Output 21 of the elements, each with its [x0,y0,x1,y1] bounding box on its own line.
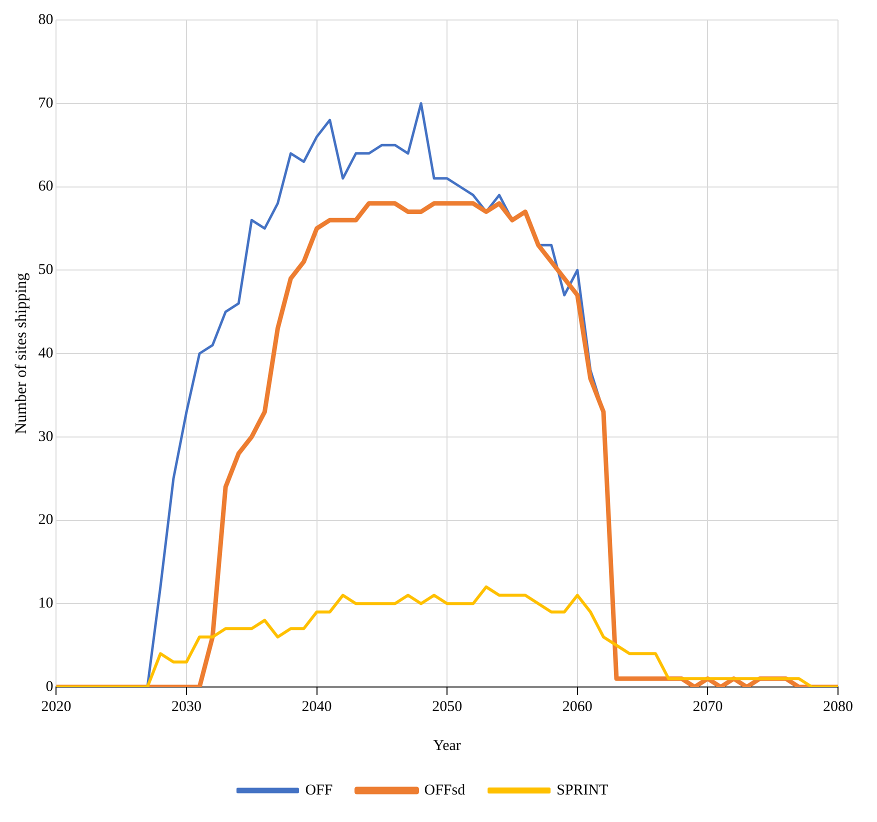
x-tick-label: 2020 [41,698,72,715]
y-tick-label: 0 [46,678,54,695]
x-tick-label: 2070 [692,698,723,715]
x-tick-label: 2030 [172,698,202,715]
x-axis-title: Year [433,738,461,754]
y-tick-label: 70 [38,95,54,112]
y-tick-label: 80 [38,12,54,28]
x-tick-label: 2040 [302,698,332,715]
x-tick-label: 2080 [823,698,853,715]
y-tick-label: 10 [38,596,54,612]
y-tick-label: 40 [38,345,54,362]
legend-label: OFF [305,782,333,798]
y-axis-title: Number of sites shipping [12,272,30,434]
y-tick-label: 50 [38,262,54,278]
y-tick-label: 60 [38,178,54,195]
legend-label: SPRINT [556,782,608,798]
legend-label: OFFsd [424,782,466,798]
x-tick-label: 2060 [562,698,592,715]
y-tick-label: 20 [38,512,54,528]
x-tick-label: 2050 [432,698,462,715]
y-tick-label: 30 [38,428,54,445]
